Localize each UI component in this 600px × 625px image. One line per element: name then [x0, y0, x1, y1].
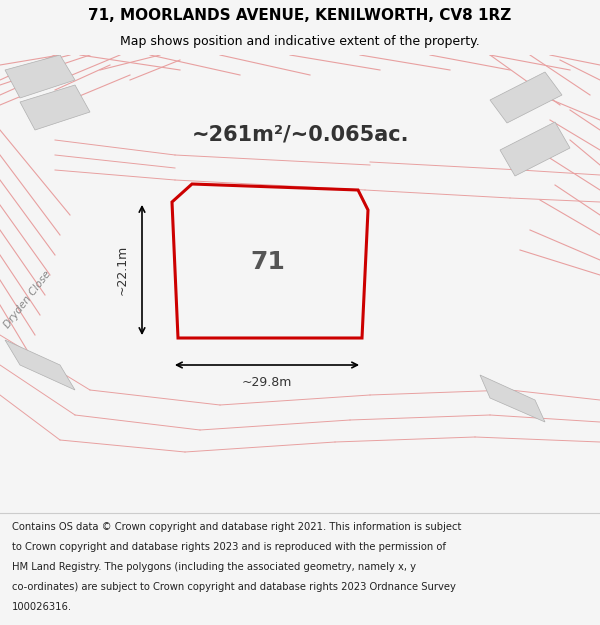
Text: HM Land Registry. The polygons (including the associated geometry, namely x, y: HM Land Registry. The polygons (includin… — [12, 562, 416, 572]
Polygon shape — [5, 340, 75, 390]
Polygon shape — [500, 122, 570, 176]
Text: Map shows position and indicative extent of the property.: Map shows position and indicative extent… — [120, 35, 480, 48]
Text: ~22.1m: ~22.1m — [115, 245, 128, 295]
Text: 71, MOORLANDS AVENUE, KENILWORTH, CV8 1RZ: 71, MOORLANDS AVENUE, KENILWORTH, CV8 1R… — [88, 8, 512, 23]
Polygon shape — [490, 72, 562, 123]
Text: ~29.8m: ~29.8m — [242, 376, 292, 389]
Text: Contains OS data © Crown copyright and database right 2021. This information is : Contains OS data © Crown copyright and d… — [12, 521, 461, 531]
Polygon shape — [20, 85, 90, 130]
Text: to Crown copyright and database rights 2023 and is reproduced with the permissio: to Crown copyright and database rights 2… — [12, 542, 446, 552]
Text: 100026316.: 100026316. — [12, 602, 72, 612]
Text: 71: 71 — [251, 250, 286, 274]
Polygon shape — [480, 375, 545, 422]
Text: co-ordinates) are subject to Crown copyright and database rights 2023 Ordnance S: co-ordinates) are subject to Crown copyr… — [12, 582, 456, 592]
Text: ~261m²/~0.065ac.: ~261m²/~0.065ac. — [191, 125, 409, 145]
Text: Dryden Close: Dryden Close — [2, 269, 52, 331]
Polygon shape — [5, 55, 75, 98]
